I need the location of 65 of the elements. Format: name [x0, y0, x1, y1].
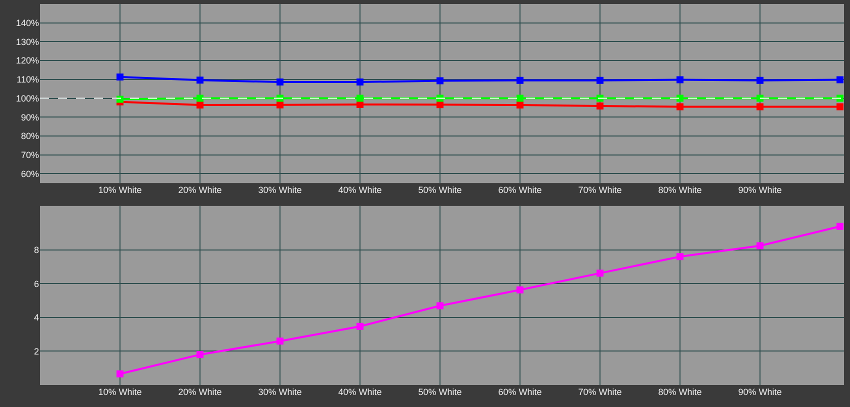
y-tick-label: 80% [20, 131, 39, 142]
x-tick-label: 40% White [338, 185, 382, 196]
point [276, 338, 284, 345]
x-tick-label: 90% White [738, 185, 782, 196]
point [756, 76, 764, 84]
x-tick-label: 50% White [418, 387, 462, 397]
point [356, 78, 364, 86]
point [516, 286, 524, 294]
y-tick-label: 140% [16, 18, 39, 28]
point [516, 102, 524, 109]
x-tick-label: 10% White [98, 387, 142, 397]
y-tick-label: 60% [20, 168, 39, 179]
x-tick-label: 70% White [578, 387, 622, 397]
y-tick-label: 2 [34, 346, 39, 356]
x-tick-label: 20% White [178, 387, 222, 397]
point [676, 94, 684, 102]
x-tick-label: 30% White [258, 387, 302, 397]
point [196, 351, 204, 358]
point [596, 102, 604, 110]
point [356, 94, 364, 102]
x-tick-label: 60% White [498, 185, 542, 196]
point [196, 76, 204, 84]
point [436, 77, 444, 84]
point [196, 102, 204, 109]
x-tick-label: 20% White [178, 185, 222, 196]
y-tick-label: 110% [16, 74, 39, 85]
y-tick-label: 100% [16, 93, 39, 104]
point [836, 94, 844, 102]
x-tick-label: 30% White [258, 185, 302, 196]
x-tick-label: 40% White [338, 387, 382, 397]
point [676, 76, 684, 84]
point [116, 96, 124, 103]
y-tick-label: 4 [34, 312, 39, 323]
point [516, 94, 524, 102]
y-tick-label: 6 [34, 278, 39, 289]
point [516, 76, 524, 84]
point [756, 94, 764, 102]
point [116, 370, 124, 378]
x-tick-label: 50% White [418, 185, 462, 196]
point [756, 103, 764, 110]
y-tick-label: 70% [20, 150, 39, 160]
x-tick-label: 10% White [98, 185, 142, 196]
point [596, 270, 604, 277]
point [276, 78, 284, 86]
point [116, 73, 124, 80]
x-tick-label: 60% White [498, 387, 542, 397]
point [436, 302, 444, 310]
y-tick-label: 130% [16, 36, 39, 47]
point [196, 94, 204, 102]
y-tick-label: 90% [20, 112, 39, 122]
point [276, 101, 284, 108]
y-tick-label: 8 [34, 245, 39, 255]
point [676, 103, 684, 110]
point [676, 253, 684, 260]
y-tick-label: 120% [16, 56, 39, 66]
point [356, 322, 364, 330]
point [836, 103, 844, 110]
point [756, 242, 764, 250]
x-tick-label: 80% White [658, 387, 702, 397]
point [836, 222, 844, 230]
x-tick-label: 80% White [658, 185, 702, 196]
point [836, 76, 844, 84]
x-tick-label: 90% White [738, 387, 782, 397]
x-tick-label: 70% White [578, 185, 622, 196]
point [596, 76, 604, 84]
